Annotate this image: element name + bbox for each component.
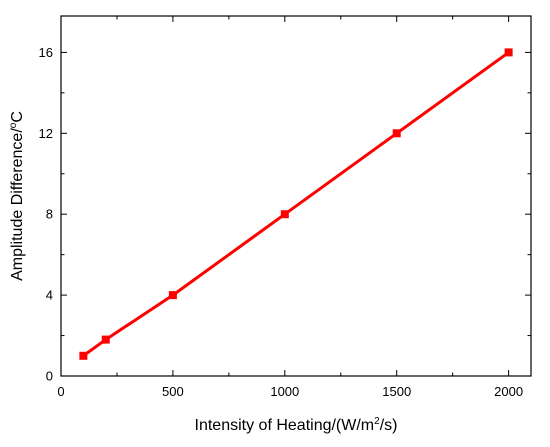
x-tick-label: 500 [162,384,184,399]
y-tick-label: 12 [39,126,53,141]
data-point-marker [168,291,177,300]
y-tick-label: 16 [39,45,53,60]
data-point-marker [101,335,110,344]
x-axis-title: Intensity of Heating/(W/m2/s) [195,416,398,434]
plot-frame [60,15,532,377]
data-point-marker [504,48,513,57]
data-point-marker [280,210,289,219]
x-tick-label: 1500 [382,384,411,399]
data-point-marker [79,351,88,360]
y-tick-label: 8 [46,207,53,222]
x-tick-label: 2000 [494,384,523,399]
series-group [79,48,513,360]
y-tick-label: 4 [46,288,53,303]
y-axis-title: Amplitude Difference/oC [8,111,26,281]
y-axis-ticks: 0 4 8 12 16 [39,45,531,384]
series-line [82,51,510,357]
x-axis-ticks: 0 500 1000 1500 2000 [57,16,523,399]
x-tick-label: 1000 [270,384,299,399]
x-tick-label: 0 [57,384,64,399]
data-point-marker [392,129,401,138]
y-tick-label: 0 [46,369,53,384]
